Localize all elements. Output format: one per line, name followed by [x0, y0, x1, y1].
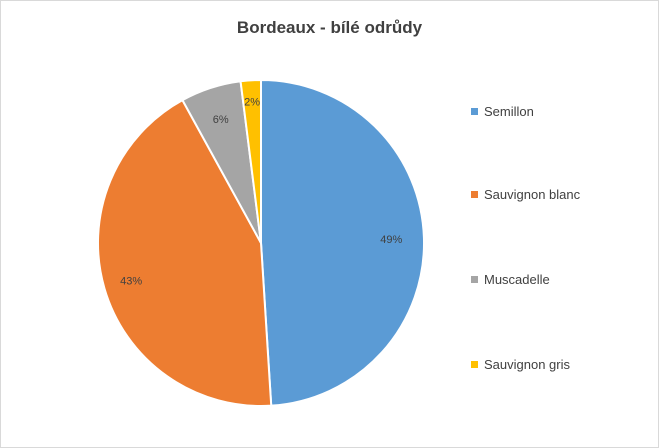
legend-label: Muscadelle	[484, 272, 550, 287]
data-label-sauvignon-gris: 2%	[244, 97, 260, 109]
legend-swatch	[471, 361, 478, 368]
pie-slice-sauvignon-gris	[239, 78, 262, 244]
chart-legend: Semillon Sauvignon blanc Muscadelle Sauvign…	[471, 1, 656, 447]
legend-item-muscadelle: Muscadelle	[471, 272, 550, 287]
legend-label: Sauvignon blanc	[484, 187, 581, 202]
legend-item-semillon: Semillon	[471, 104, 534, 119]
legend-item-sauvignon-gris: Sauvignon gris	[471, 357, 570, 372]
pie-slice-semillon	[260, 78, 425, 407]
legend-swatch	[471, 108, 478, 115]
legend-swatch	[471, 191, 478, 198]
legend-item-sauvignon-blanc: Sauvignon blanc	[471, 187, 580, 202]
pie-slice-sauvignon-blanc	[97, 98, 273, 408]
data-label-sauvignon-blanc: 43%	[120, 276, 142, 288]
data-label-muscadelle: 6%	[213, 114, 229, 126]
legend-label: Semillon	[484, 104, 534, 119]
chart-title: Bordeaux - bílé odrůdy	[236, 18, 423, 37]
legend-swatch	[471, 276, 478, 283]
legend-label: Sauvignon gris	[484, 357, 570, 372]
data-label-semillon: 49%	[380, 234, 402, 246]
